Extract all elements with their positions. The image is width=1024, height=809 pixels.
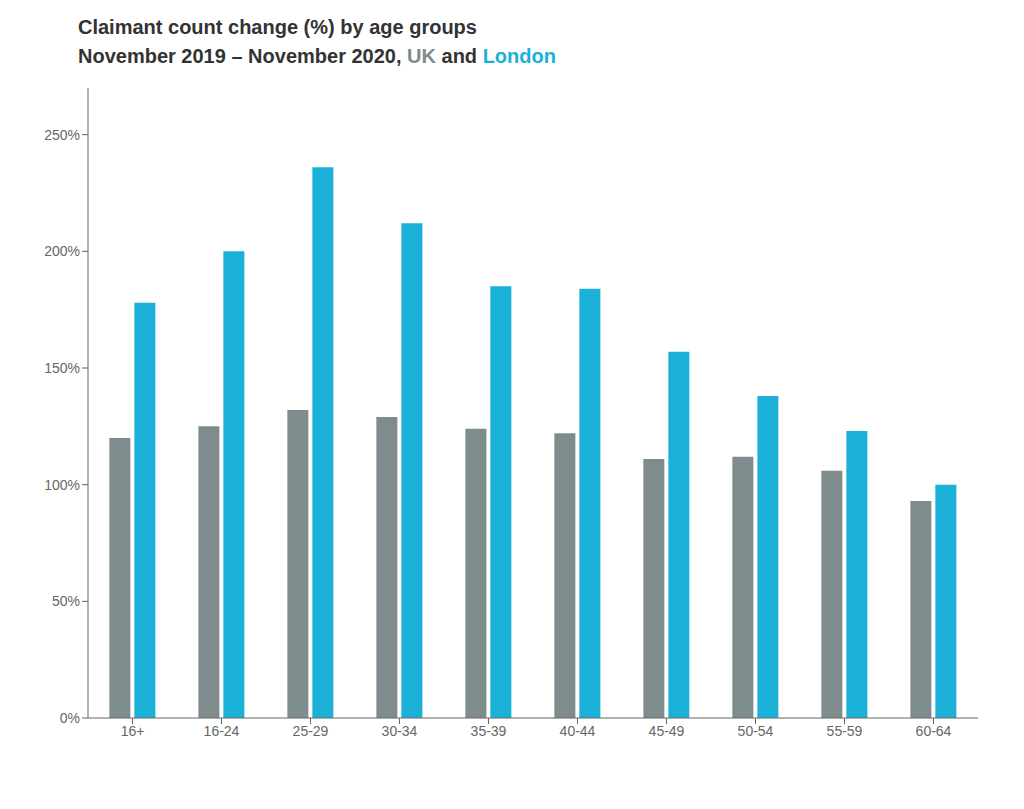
svg-text:60-64: 60-64 — [916, 723, 952, 739]
html-text:Claimant count change (%) by a: Claimant count change (%) by age groups — [78, 16, 477, 38]
svg-text:200%: 200% — [44, 243, 80, 259]
svg-text:45-49: 45-49 — [649, 723, 685, 739]
svg-text:0%: 0% — [60, 710, 80, 726]
svg-text:150%: 150% — [44, 360, 80, 376]
svg-text:50-54: 50-54 — [738, 723, 774, 739]
svg-text:30-34: 30-34 — [382, 723, 418, 739]
svg-text:50%: 50% — [52, 593, 80, 609]
svg-text:250%: 250% — [44, 127, 80, 143]
svg-text:25-29: 25-29 — [293, 723, 329, 739]
svg-text:40-44: 40-44 — [560, 723, 596, 739]
svg-text:55-59: 55-59 — [827, 723, 863, 739]
svg-text:16+: 16+ — [121, 723, 145, 739]
svg-text:16-24: 16-24 — [204, 723, 240, 739]
html-text:November 2019 – November 2020,: November 2019 – November 2020, UK and Lo… — [78, 45, 556, 67]
svg-text:35-39: 35-39 — [471, 723, 507, 739]
svg-text:100%: 100% — [44, 477, 80, 493]
